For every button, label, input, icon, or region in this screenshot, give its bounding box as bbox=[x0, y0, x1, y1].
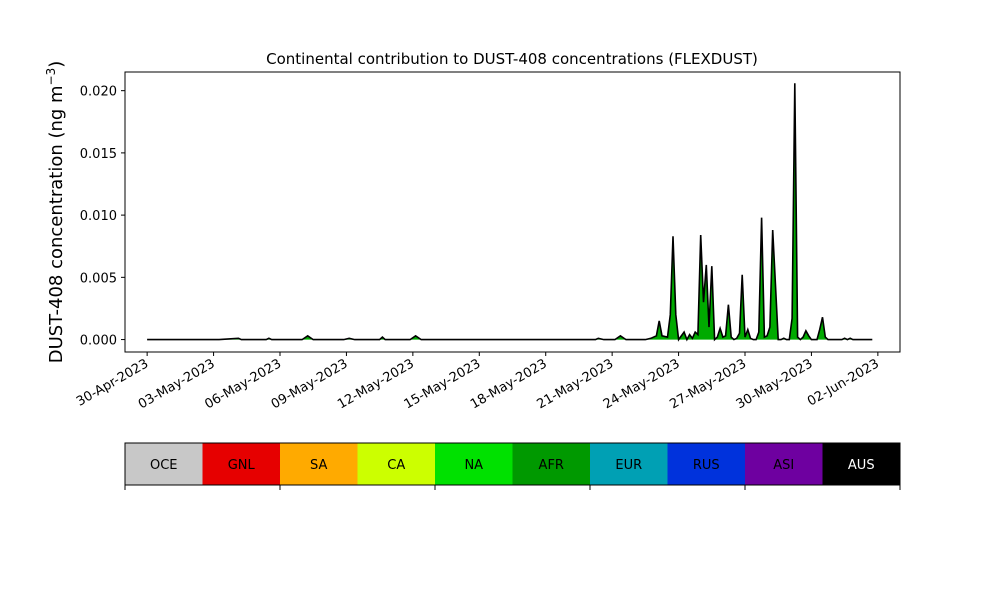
legend-swatch bbox=[280, 443, 358, 485]
y-tick-label: 0.010 bbox=[80, 209, 117, 224]
y-axis-label: DUST-408 concentration (ng m−3) bbox=[44, 61, 67, 364]
legend-label: AUS bbox=[848, 458, 875, 473]
y-tick-label: 0.015 bbox=[80, 147, 117, 162]
plot-area: 0.0000.0050.0100.0150.02030-Apr-202303-M… bbox=[74, 71, 901, 412]
legend-swatch bbox=[822, 443, 900, 485]
chart-title: Continental contribution to DUST-408 con… bbox=[266, 50, 758, 68]
legend-swatch bbox=[512, 443, 590, 485]
legend-swatch bbox=[125, 443, 203, 485]
legend-swatch bbox=[745, 443, 823, 485]
legend-label: CA bbox=[387, 458, 405, 473]
legend-frame bbox=[124, 442, 901, 486]
y-tick-label: 0.005 bbox=[80, 271, 117, 286]
legend: OCE GNL SA CA NA AFR EUR RUS ASI AUS bbox=[124, 442, 901, 490]
y-tick-label: 0.000 bbox=[80, 334, 117, 349]
legend-label: SA bbox=[310, 458, 327, 473]
legend-label: AFR bbox=[539, 458, 564, 473]
x-tick-label: 02-Jun-2023 bbox=[805, 356, 882, 409]
legend-label: EUR bbox=[615, 458, 642, 473]
legend-label: RUS bbox=[693, 458, 720, 473]
legend-label: GNL bbox=[228, 458, 256, 473]
legend-swatch bbox=[357, 443, 435, 485]
legend-label: ASI bbox=[773, 458, 794, 473]
series-line bbox=[147, 83, 873, 342]
y-tick-label: 0.020 bbox=[80, 85, 117, 100]
legend-swatch bbox=[590, 443, 668, 485]
legend-swatch bbox=[202, 443, 280, 485]
legend-swatch bbox=[435, 443, 513, 485]
legend-label: OCE bbox=[150, 458, 178, 473]
plot-frame bbox=[124, 71, 901, 353]
legend-swatch bbox=[667, 443, 745, 485]
y-axis-label-exponent: −3 bbox=[44, 68, 58, 86]
legend-label: NA bbox=[464, 458, 483, 473]
